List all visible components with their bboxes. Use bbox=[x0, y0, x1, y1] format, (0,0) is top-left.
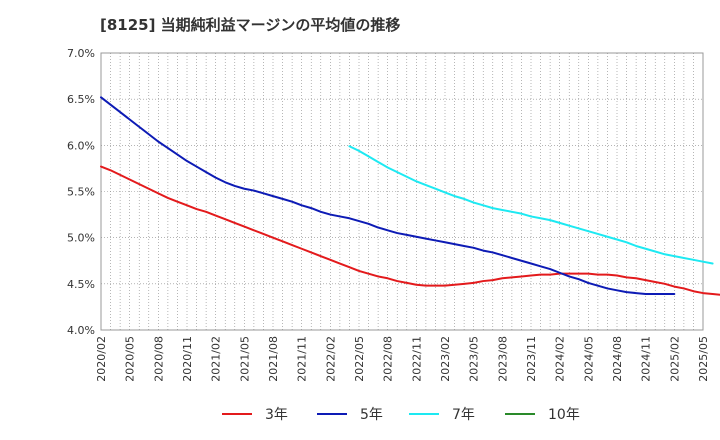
x-tick-label: 2023/08 bbox=[496, 336, 509, 382]
x-tick-label: 2022/02 bbox=[324, 336, 337, 382]
legend-label: 7年 bbox=[452, 407, 475, 423]
x-tick-label: 2023/05 bbox=[468, 336, 481, 382]
y-tick-label: 6.5% bbox=[67, 93, 95, 106]
x-tick-label: 2023/02 bbox=[439, 336, 452, 382]
series-lines bbox=[100, 96, 720, 296]
legend-label: 5年 bbox=[360, 407, 383, 423]
x-tick-label: 2021/08 bbox=[267, 336, 280, 382]
x-tick-label: 2021/02 bbox=[210, 336, 223, 382]
x-tick-label: 2024/02 bbox=[554, 336, 567, 382]
series-line-3年 bbox=[100, 165, 720, 296]
x-tick-label: 2020/11 bbox=[181, 336, 194, 382]
x-tick-label: 2021/11 bbox=[296, 336, 309, 382]
legend: 3年 5年 7年 10年 bbox=[222, 407, 580, 423]
x-tick-label: 2021/05 bbox=[238, 336, 251, 382]
y-tick-label: 4.0% bbox=[67, 324, 95, 337]
x-tick-label: 2025/05 bbox=[697, 336, 710, 382]
x-tick-label: 2024/08 bbox=[611, 336, 624, 382]
grid bbox=[100, 52, 704, 331]
x-axis: 2020/02 2020/05 2020/08 2020/11 2021/02 2021/… bbox=[95, 336, 710, 382]
x-tick-label: 2020/02 bbox=[95, 336, 108, 382]
chart-title: [8125] 当期純利益マージンの平均値の推移 bbox=[100, 16, 401, 34]
y-tick-label: 4.5% bbox=[67, 278, 95, 291]
x-tick-label: 2024/11 bbox=[640, 336, 653, 382]
x-tick-label: 2020/08 bbox=[152, 336, 165, 382]
legend-label: 10年 bbox=[548, 407, 580, 423]
legend-label: 3年 bbox=[265, 407, 288, 423]
y-tick-label: 7.0% bbox=[67, 47, 95, 60]
x-tick-label: 2022/05 bbox=[353, 336, 366, 382]
y-tick-label: 6.0% bbox=[67, 139, 95, 152]
y-tick-label: 5.0% bbox=[67, 232, 95, 245]
x-tick-label: 2025/02 bbox=[668, 336, 681, 382]
y-tick-label: 5.5% bbox=[67, 186, 95, 199]
x-tick-label: 2024/05 bbox=[582, 336, 595, 382]
x-tick-label: 2022/11 bbox=[410, 336, 423, 382]
series-line-5年 bbox=[100, 96, 676, 295]
x-tick-label: 2020/05 bbox=[124, 336, 137, 382]
series-line-7年 bbox=[348, 145, 714, 265]
x-tick-label: 2022/08 bbox=[382, 336, 395, 382]
y-axis: 4.0% 4.5% 5.0% 5.5% 6.0% 6.5% 7.0% bbox=[67, 47, 95, 337]
x-tick-label: 2023/11 bbox=[525, 336, 538, 382]
